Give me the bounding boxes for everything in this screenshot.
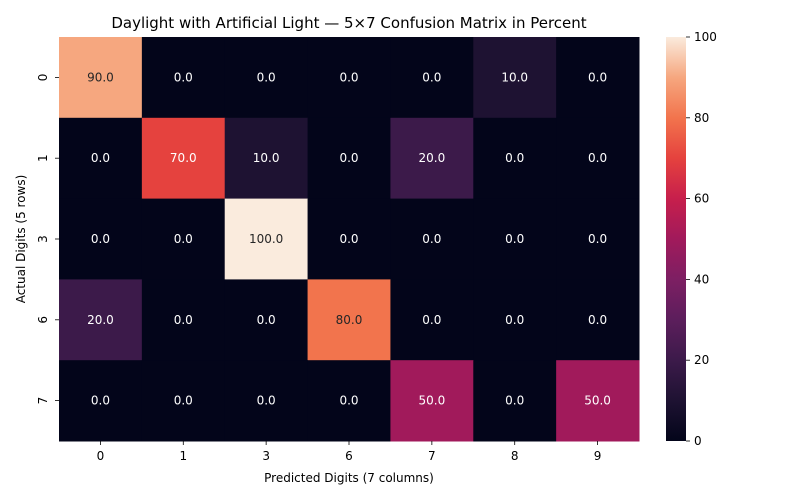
cell-value-label: 0.0: [339, 232, 358, 246]
colorbar-ticks: 0 20 40 60 80 100: [686, 30, 717, 448]
x-tick-label: 6: [345, 449, 353, 463]
x-tick-label: 8: [511, 449, 519, 463]
heatmap-cell: [390, 360, 474, 442]
cell-value-label: 0.0: [91, 232, 110, 246]
colorbar: [666, 37, 686, 441]
cell-value-label: 90.0: [87, 70, 114, 84]
heatmap-cell: [307, 279, 391, 361]
cell-value-label: 10.0: [501, 70, 528, 84]
cell-value-label: 100.0: [249, 232, 283, 246]
cell-value-label: 0.0: [422, 70, 441, 84]
cell-value-label: 0.0: [339, 151, 358, 165]
colorbar-tick-label: 0: [694, 434, 702, 448]
cell-value-label: 0.0: [422, 313, 441, 327]
heatmap-cell: [224, 198, 309, 280]
heatmap-cell: [224, 360, 309, 442]
cell-value-label: 0.0: [174, 394, 193, 408]
heatmap-cell: [556, 198, 640, 280]
heatmap-cell: [224, 117, 309, 200]
heatmap-cell: [473, 117, 557, 200]
y-axis-label: Actual Digits (5 rows): [14, 175, 28, 304]
heatmap-cell: [473, 279, 557, 361]
heatmap-cell: [307, 360, 391, 442]
heatmap-cell: [224, 279, 309, 361]
cell-value-label: 0.0: [505, 232, 524, 246]
heatmap-cell: [390, 198, 474, 280]
cell-value-label: 50.0: [418, 394, 445, 408]
heatmap-cell: [59, 360, 143, 442]
heatmap-cell: [59, 198, 143, 280]
cell-value-label: 0.0: [505, 394, 524, 408]
heatmap-cell: [390, 279, 474, 361]
y-tick-label: 0: [36, 74, 50, 82]
cell-value-label: 0.0: [174, 313, 193, 327]
cell-value-label: 0.0: [588, 232, 607, 246]
heatmap-cells: [59, 37, 640, 442]
cell-value-label: 0.0: [257, 70, 276, 84]
heatmap-cell: [59, 117, 143, 200]
heatmap-cell: [473, 360, 557, 442]
cell-value-label: 0.0: [174, 70, 193, 84]
colorbar-tick-label: 60: [694, 192, 709, 206]
y-tick-label: 7: [36, 397, 50, 405]
colorbar-tick-label: 80: [694, 111, 709, 125]
x-tick-label: 9: [594, 449, 602, 463]
cell-value-label: 80.0: [336, 313, 363, 327]
heatmap-cell: [141, 279, 226, 361]
cell-value-label: 0.0: [174, 232, 193, 246]
y-tick-label: 1: [36, 154, 50, 162]
cell-value-label: 50.0: [584, 394, 611, 408]
heatmap-cell: [307, 117, 391, 200]
cell-value-label: 0.0: [588, 151, 607, 165]
heatmap-cell: [141, 360, 226, 442]
cell-value-label: 0.0: [339, 70, 358, 84]
cell-value-label: 0.0: [588, 313, 607, 327]
x-axis-ticks: 0 1 3 6 7 8 9: [97, 441, 602, 463]
heatmap-cell: [556, 117, 640, 200]
cell-value-label: 20.0: [87, 313, 114, 327]
x-axis-label: Predicted Digits (7 columns): [264, 471, 434, 485]
x-tick-label: 0: [97, 449, 105, 463]
cell-value-label: 0.0: [91, 394, 110, 408]
x-tick-label: 7: [428, 449, 436, 463]
heatmap-cell: [307, 198, 391, 280]
colorbar-tick-label: 20: [694, 353, 709, 367]
cell-value-label: 0.0: [91, 151, 110, 165]
heatmap-cell: [473, 198, 557, 280]
cell-value-label: 0.0: [588, 70, 607, 84]
cell-value-label: 70.0: [170, 151, 197, 165]
y-axis-ticks: 0 1 3 6 7: [36, 74, 59, 405]
cell-value-label: 0.0: [339, 394, 358, 408]
heatmap-cell: [141, 37, 226, 119]
colorbar-tick-label: 40: [694, 272, 709, 286]
colorbar-tick-label: 100: [694, 30, 717, 44]
heatmap-cell: [141, 198, 226, 280]
cell-value-label: 0.0: [505, 151, 524, 165]
x-tick-label: 3: [262, 449, 270, 463]
cell-value-label: 0.0: [257, 313, 276, 327]
cell-value-label: 20.0: [418, 151, 445, 165]
heatmap-cell: [59, 279, 143, 361]
heatmap-cell: [556, 360, 640, 442]
heatmap-cell: [224, 37, 309, 119]
cell-value-label: 0.0: [257, 394, 276, 408]
cell-value-label: 0.0: [422, 232, 441, 246]
heatmap-cell: [556, 279, 640, 361]
heatmap-cell-labels: 90.0 0.0 0.0 0.0 0.0 10.0 0.0 0.0 70.0 10.0 0.0 20.…: [87, 70, 611, 407]
chart-title: Daylight with Artificial Light — 5×7 Con…: [111, 14, 586, 32]
cell-value-label: 10.0: [253, 151, 280, 165]
x-tick-label: 1: [179, 449, 187, 463]
heatmap-cell: [59, 37, 143, 119]
heatmap-cell: [473, 37, 557, 119]
heatmap-cell: [556, 37, 640, 119]
cell-value-label: 0.0: [505, 313, 524, 327]
heatmap-cell: [141, 117, 226, 200]
heatmap-cell: [390, 117, 474, 200]
heatmap-cell: [307, 37, 391, 119]
y-tick-label: 6: [36, 316, 50, 324]
heatmap-cell: [390, 37, 474, 119]
y-tick-label: 3: [36, 235, 50, 243]
